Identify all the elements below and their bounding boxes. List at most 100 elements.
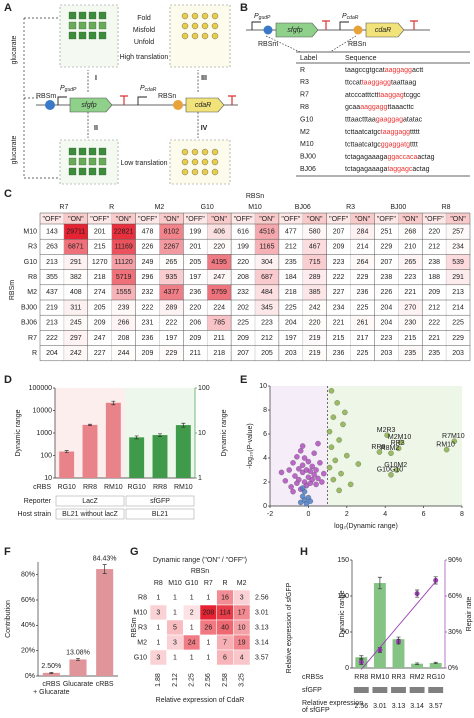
- point: [294, 454, 300, 460]
- numeral: I: [95, 75, 97, 82]
- x-tick-label: RM10: [371, 674, 390, 681]
- cell-value: 201: [94, 228, 106, 235]
- off-label: "OFF": [138, 216, 157, 223]
- cell-shade: [398, 330, 423, 346]
- column-label: R8: [442, 204, 451, 211]
- sequence-part: taaggagg: [362, 79, 391, 86]
- x-tick-label: Glucarate: [63, 681, 93, 688]
- protein-icon: [98, 21, 107, 30]
- cell-shade: [111, 300, 136, 316]
- x-tick-label: 6: [422, 511, 426, 518]
- x-tick-label: + Glucarate: [33, 689, 69, 696]
- promoter-label: PgudP: [60, 85, 77, 93]
- cell-value: 235: [428, 350, 440, 357]
- seq-label: R3: [300, 79, 309, 86]
- column-label: M2: [155, 204, 165, 211]
- sequence-part: tttaactttaa: [345, 116, 376, 123]
- cell-value: 217: [357, 335, 369, 342]
- y-tick-label: 60%: [21, 597, 35, 604]
- sequence-part: taaggag: [378, 92, 403, 99]
- cell-value: 213: [46, 259, 58, 266]
- cell-shade: [398, 345, 423, 361]
- column-label: R7: [59, 204, 68, 211]
- cell-value: 235: [285, 259, 297, 266]
- cell-value: 207: [333, 228, 345, 235]
- cell-value: 225: [452, 320, 464, 327]
- header-cell: [278, 213, 303, 224]
- y-axis-label: -log₁₀(P-value): [247, 423, 254, 468]
- panel-label: D: [4, 374, 12, 386]
- sequence-part: ggaccaca: [387, 154, 417, 161]
- y2-tick-label: 10: [198, 430, 206, 437]
- cell-value: 1: [206, 654, 210, 661]
- y2-tick-label: 100: [198, 385, 210, 392]
- group-label: BL21: [152, 511, 168, 518]
- cell-value: 212: [428, 304, 440, 311]
- cell-value: 234: [452, 244, 464, 251]
- protein-icon: [211, 168, 219, 176]
- cell-value: 209: [189, 335, 201, 342]
- cell-shade: [255, 345, 279, 361]
- y2-tick-label: 60%: [448, 593, 462, 600]
- cell-value: 11120: [114, 259, 133, 266]
- y-tick-label: 10: [44, 475, 52, 482]
- cell-shade: [63, 224, 88, 240]
- protein-icon: [88, 11, 97, 20]
- x-tick-label: RR8: [354, 674, 368, 681]
- cell-shade: [207, 269, 232, 285]
- x-tick-label: RG10: [128, 484, 146, 491]
- point: [338, 470, 344, 477]
- on-label: "ON": [116, 216, 132, 223]
- point: [309, 463, 315, 470]
- cell-shade: [255, 254, 279, 270]
- column-value: 2.58: [222, 673, 229, 687]
- point: [307, 468, 314, 474]
- point: [309, 476, 315, 483]
- point: [278, 469, 285, 476]
- promoter-sub: gudP: [259, 15, 271, 21]
- cell-value: 232: [142, 289, 154, 296]
- cell-value: 235: [404, 350, 416, 357]
- row-label: cRBS: [33, 484, 51, 491]
- cell-value: 1: [156, 624, 160, 631]
- cell-value: 257: [452, 228, 464, 235]
- cell-shade: [63, 254, 88, 270]
- cell-value: 4195: [211, 259, 227, 266]
- cell-value: 580: [309, 228, 321, 235]
- cell-value: 114: [219, 609, 230, 616]
- x-tick-label: cRBS: [42, 681, 60, 688]
- cell-value: 289: [166, 304, 178, 311]
- cell-shade: [207, 300, 232, 316]
- seq-label: R7: [300, 92, 309, 99]
- cell-value: 203: [381, 350, 393, 357]
- cell-value: 382: [70, 274, 82, 281]
- cell-shade: [350, 284, 375, 300]
- cell-value: 261: [357, 320, 369, 327]
- protein-icon: [88, 167, 97, 176]
- y-tick-label: 100: [40, 452, 52, 459]
- protein-icon: [181, 158, 189, 166]
- protein-icon: [98, 167, 107, 176]
- header-cell: [40, 213, 64, 224]
- cell-shade: [398, 315, 423, 331]
- cell-value: 221: [428, 335, 440, 342]
- promoter-label: PcdaR: [140, 85, 157, 93]
- cell-shade: [350, 224, 375, 240]
- cell-shade: [207, 239, 232, 255]
- header-cell: [231, 213, 255, 224]
- promoter-arrow: [57, 96, 67, 105]
- panel-label: H: [300, 546, 308, 558]
- y-tick-label: 20%: [21, 648, 35, 655]
- cell-shade: [159, 254, 184, 270]
- point: [334, 400, 340, 406]
- cell-value: 263: [46, 244, 58, 251]
- cell-shade: [255, 224, 279, 240]
- column-label: M10: [168, 580, 182, 587]
- cell-value: 238: [381, 274, 393, 281]
- sequence-part: aaggagg: [385, 67, 412, 74]
- cell-shade: [446, 345, 470, 361]
- protein-icon: [68, 147, 77, 156]
- cell-value: 5719: [116, 274, 132, 281]
- cell-value: 208: [118, 335, 130, 342]
- cell-value: 229: [452, 335, 464, 342]
